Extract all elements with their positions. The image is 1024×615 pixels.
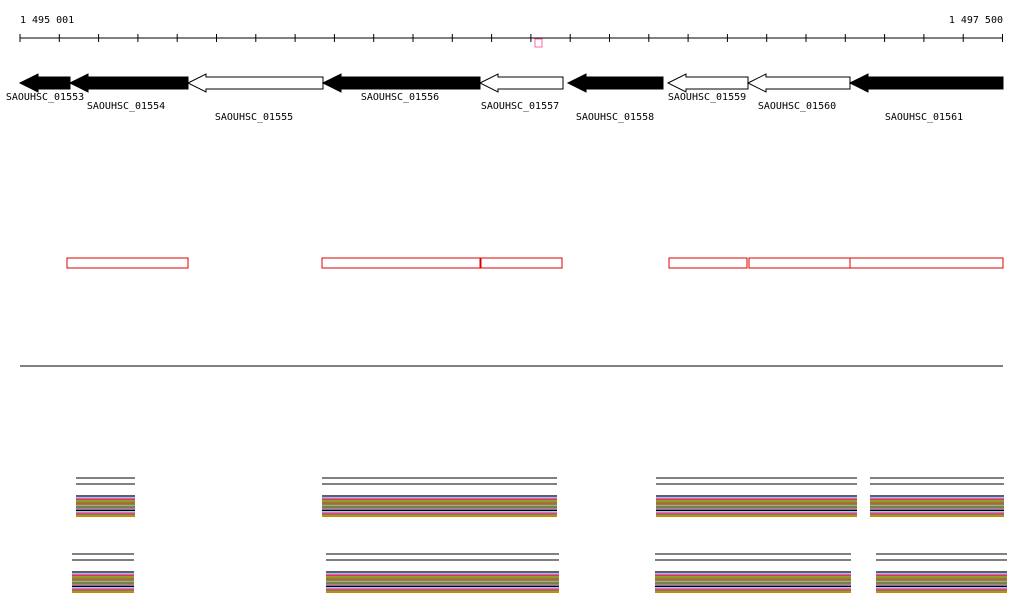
position-marker (534, 38, 543, 48)
gene-arrow (18, 73, 71, 93)
gene-label: SAOUHSC_01556 (361, 92, 439, 103)
gene-arrow (666, 73, 749, 93)
gene-arrow (68, 73, 189, 93)
gene-label: SAOUHSC_01558 (576, 112, 654, 123)
gene-arrow (848, 73, 1004, 93)
gene-arrow (321, 73, 481, 93)
gene-arrow (746, 73, 851, 93)
gene-label: SAOUHSC_01553 (6, 92, 84, 103)
feature-box (849, 257, 1004, 269)
gene-label: SAOUHSC_01561 (885, 112, 963, 123)
gene-label: SAOUHSC_01559 (668, 92, 746, 103)
gene-label: SAOUHSC_01557 (481, 101, 559, 112)
feature-box (66, 257, 189, 269)
gene-arrow (478, 73, 564, 93)
feature-box (480, 257, 563, 269)
gene-label: SAOUHSC_01560 (758, 101, 836, 112)
ruler-start: 1 495 001 (20, 15, 74, 26)
gene-label: SAOUHSC_01554 (87, 101, 165, 112)
gene-arrow (566, 73, 664, 93)
gene-label: SAOUHSC_01555 (215, 112, 293, 123)
feature-box (321, 257, 481, 269)
feature-box (748, 257, 851, 269)
feature-box (668, 257, 748, 269)
ruler-end: 1 497 500 (949, 15, 1003, 26)
gene-arrow (186, 73, 324, 93)
